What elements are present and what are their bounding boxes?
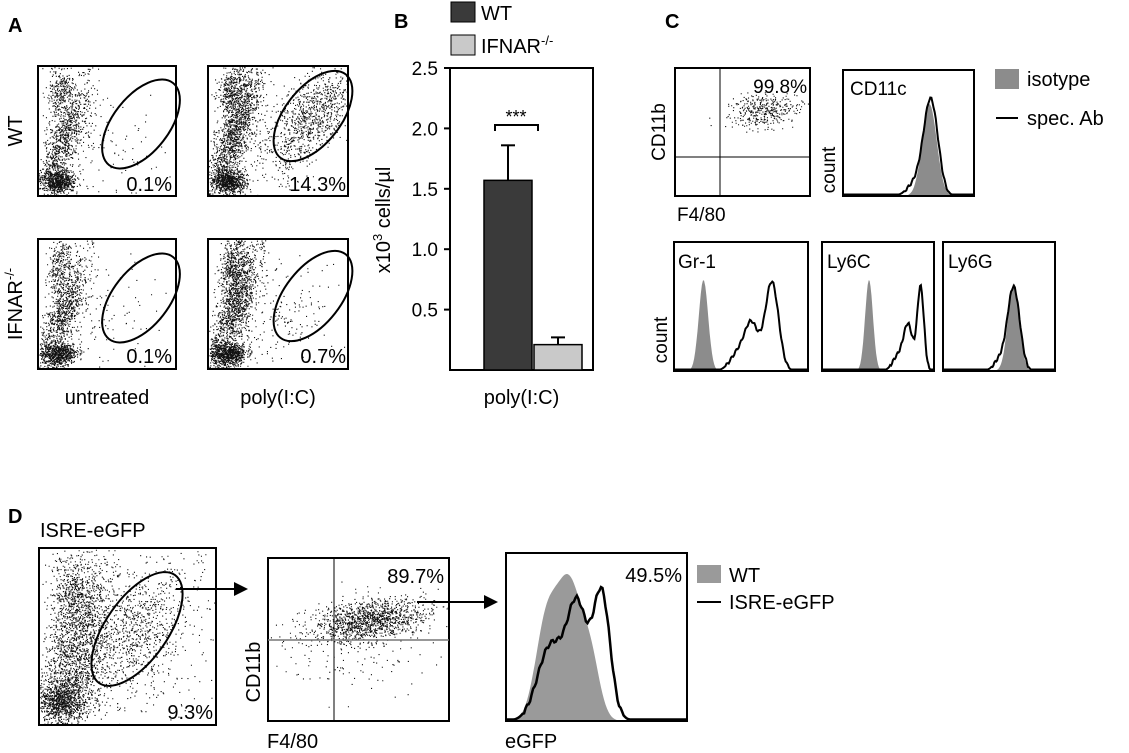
significance-bracket — [494, 124, 539, 131]
x-axis-label: poly(I:C) — [484, 387, 560, 409]
col-label-polyic: poly(I:C) — [240, 387, 316, 409]
legend-swatch — [450, 1, 476, 23]
panel-letter-b: B — [394, 11, 408, 33]
specific-histogram — [506, 585, 687, 721]
specific-histogram — [843, 96, 974, 196]
gate-ellipse — [101, 252, 181, 344]
plot-frame-ly6g — [942, 241, 1056, 372]
histogram-gr1 — [674, 280, 808, 371]
panel-d-title: ISRE-eGFP — [40, 520, 146, 542]
legend-label: WT — [481, 3, 512, 25]
legend-label-isotype: isotype — [1027, 69, 1090, 91]
plot-frame-wt-polyic — [207, 65, 349, 197]
axis-label-egfp: eGFP — [505, 731, 557, 753]
plot-frame-ifnar-polyic — [207, 238, 349, 370]
plot-frame-ly6c — [821, 241, 935, 372]
plot-frame-gr1 — [673, 241, 809, 372]
y-tick-label: 1.0 — [412, 240, 438, 261]
gate-percent-wt-polyic: 14.3% — [289, 174, 346, 196]
gate-ellipse — [90, 571, 184, 687]
specific-histogram — [674, 280, 808, 371]
axis-label-count: count — [819, 146, 840, 193]
quadrant-percent: 99.8% — [753, 77, 807, 98]
legend-swatch-wt — [697, 565, 721, 583]
gate-percent-d: 9.3% — [167, 702, 213, 724]
legend-label-spec: spec. Ab — [1027, 108, 1104, 130]
plot-frame-d-hist — [505, 552, 688, 722]
legend-swatch — [450, 34, 476, 56]
axis-label-cd11b: CD11b — [649, 103, 670, 161]
dot-cloud — [39, 67, 809, 726]
y-tick-label: 2.0 — [412, 119, 438, 140]
histogram-cd11c — [843, 96, 974, 196]
plot-frame-ifnar-untreated — [37, 238, 177, 370]
hist-title-ly6c: Ly6C — [827, 252, 871, 273]
y-tick-label: 0.5 — [412, 301, 438, 322]
arrow-head — [484, 595, 498, 609]
legend-label-wt: WT — [729, 565, 760, 587]
bar — [483, 179, 533, 371]
legend-label: IFNAR-/- — [481, 33, 553, 58]
gate-percent-wt-untreated: 0.1% — [126, 174, 172, 196]
quadrant-percent: 89.7% — [387, 566, 444, 588]
gate-ellipse — [272, 249, 354, 343]
y-tick-label: 1.5 — [412, 180, 438, 201]
legend-swatch-isotype — [995, 69, 1019, 89]
hist-percent: 49.5% — [625, 565, 682, 587]
isotype-histogram — [822, 280, 934, 371]
plot-frame-d-gate — [38, 547, 217, 726]
arrow-head — [234, 582, 248, 596]
histogram-ly6c — [822, 280, 934, 371]
scatter-dots — [39, 67, 809, 726]
hist-title-cd11c: CD11c — [850, 79, 907, 100]
panel-letter-a: A — [8, 15, 22, 37]
isotype-histogram — [506, 574, 687, 721]
plot-frame-c-dot — [674, 67, 811, 197]
row-label-wt: WT — [5, 115, 27, 146]
gate-ellipse — [101, 78, 181, 170]
gate-percent-ifnar-polyic: 0.7% — [300, 346, 346, 368]
isotype-histogram — [943, 284, 1055, 371]
isotype-histogram — [843, 104, 974, 196]
legend-label-isre: ISRE-eGFP — [729, 592, 835, 614]
plot-frame-cd11c — [842, 69, 975, 197]
histogram-egfp — [506, 574, 687, 721]
gate-percent-ifnar-untreated: 0.1% — [126, 346, 172, 368]
panel-letter-c: C — [665, 11, 679, 33]
specific-histogram — [943, 283, 1055, 371]
histogram-ly6g — [943, 283, 1055, 371]
row-label-ifnar: IFNAR-/- — [2, 268, 27, 340]
y-tick-label: 2.5 — [412, 59, 438, 80]
plot-frame-wt-untreated — [37, 65, 177, 197]
specific-histogram — [822, 283, 934, 371]
axis-label-f480: F4/80 — [267, 731, 318, 753]
hist-title-gr1: Gr-1 — [678, 252, 716, 273]
bar-chart: 0.5 1.0 1.5 2.0 2.5 *** poly(I:C) x103 cells/µl… — [370, 1, 594, 409]
bar — [533, 343, 583, 371]
axis-label-count: count — [651, 316, 672, 363]
col-label-untreated: untreated — [65, 387, 150, 409]
isotype-histogram — [674, 280, 808, 371]
axis-label-f480: F4/80 — [677, 205, 726, 226]
panel-letter-d: D — [8, 506, 22, 528]
y-axis-label: x103 cells/µl — [370, 167, 395, 274]
hist-title-ly6g: Ly6G — [948, 252, 993, 273]
significance-label: *** — [505, 107, 526, 127]
gate-ellipse — [272, 69, 354, 163]
axis-label-cd11b: CD11b — [243, 642, 265, 703]
